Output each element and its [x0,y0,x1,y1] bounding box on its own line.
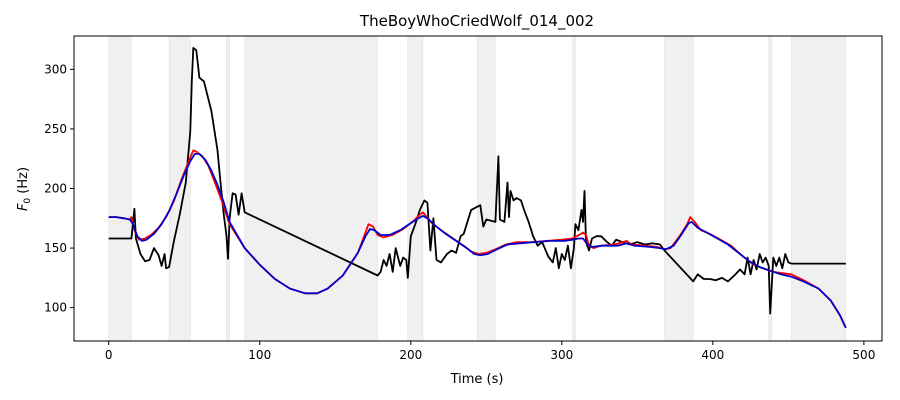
y-axis: 100 150 200 250 300 [44,62,74,315]
shaded-region-9 [791,35,847,342]
shaded-region-0 [108,35,132,342]
shaded-region-5 [476,35,496,342]
series-line-0 [108,47,846,315]
x-tick-label: 0 [105,348,113,362]
chart-title: TheBoyWhoCriedWolf_014_002 [359,12,594,31]
series-line-2 [108,153,847,329]
x-tick-label: 400 [701,348,724,362]
x-tick-label: 100 [248,348,271,362]
y-axis-label-subscript: 0 [23,198,33,204]
y-tick-label: 100 [44,301,67,315]
y-axis-label-unit: (Hz) [16,167,31,198]
y-tick-label: 300 [44,62,67,76]
shaded-region-2 [226,35,230,342]
y-axis-label: F0 (Hz) [16,167,33,211]
data-series [108,47,847,329]
x-tick-label: 200 [399,348,422,362]
y-tick-label: 200 [44,182,67,196]
shaded-region-4 [407,35,424,342]
x-tick-label: 300 [550,348,573,362]
x-tick-label: 500 [852,348,875,362]
shaded-region-1 [168,35,191,342]
y-tick-label: 150 [44,241,67,255]
shaded-regions [108,35,847,342]
y-tick-label: 250 [44,122,67,136]
x-axis: 0 100 200 300 400 500 [105,341,875,362]
shaded-region-6 [572,35,576,342]
shaded-region-7 [664,35,694,342]
shaded-region-3 [244,35,378,342]
x-axis-label: Time (s) [450,372,504,387]
y-axis-label-symbol: F [16,203,31,211]
